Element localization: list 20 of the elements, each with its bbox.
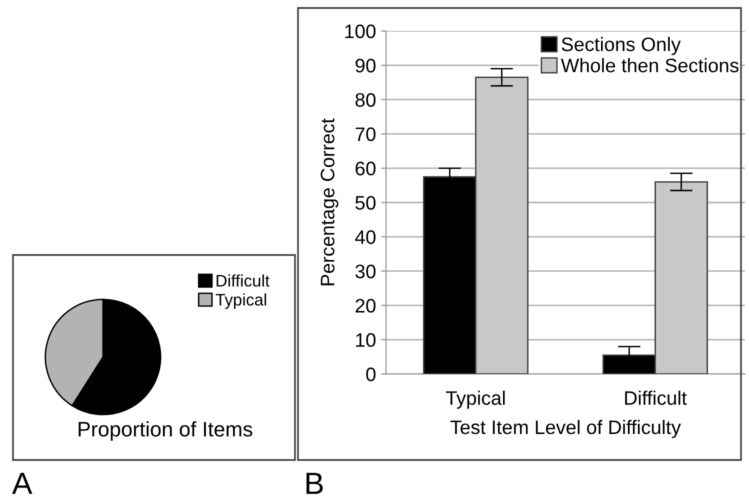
y-tick-label: 40: [355, 230, 376, 244]
y-tick-label: 60: [356, 162, 376, 176]
y-tick-label: 90: [356, 58, 376, 73]
text: Proportion of Items: [78, 421, 252, 441]
text: A: [12, 472, 32, 494]
y-tick-label: 30: [355, 264, 376, 278]
legend-label: Typical: [216, 293, 266, 309]
y-axis-title: Percentage Correct: [320, 118, 338, 286]
text: B: [306, 472, 323, 494]
x-axis-title: Test Item Level of Difficulty: [450, 420, 681, 438]
y-tick-label: 50: [355, 196, 376, 210]
y-tick-label: 100: [345, 24, 376, 38]
legend-label: Whole then Sections: [560, 58, 738, 72]
y-tick-label: 20: [356, 298, 376, 313]
y-tick-label: 70: [356, 127, 376, 142]
y-tick-label: 10: [356, 333, 376, 347]
legend-label: Difficult: [216, 274, 270, 287]
y-tick-label: 0: [366, 367, 376, 382]
y-tick-label: 80: [355, 93, 376, 107]
legend-label: Sections Only: [562, 36, 681, 56]
